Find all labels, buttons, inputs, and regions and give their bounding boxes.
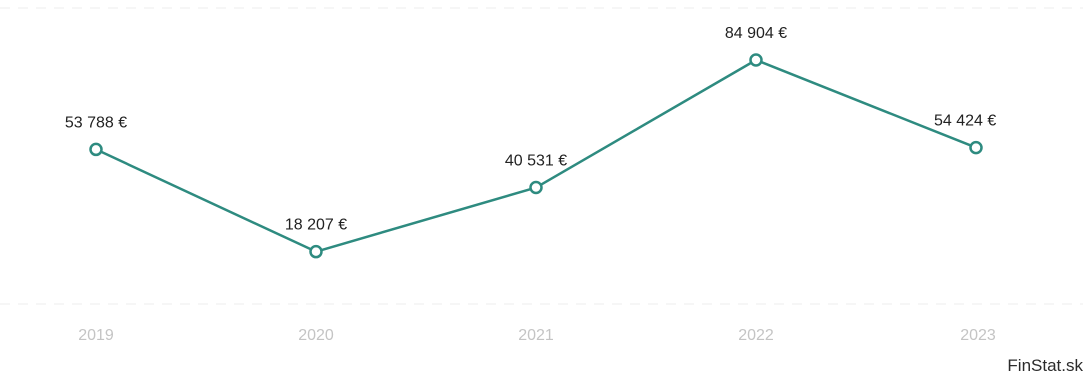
data-point-2021[interactable] — [529, 180, 543, 195]
data-point-2019[interactable] — [89, 142, 103, 157]
x-axis-ticks: 2019 2020 2021 2022 2023 — [78, 327, 996, 344]
data-label-2022: 84 904 € — [725, 25, 787, 42]
x-tick-2022: 2022 — [738, 327, 774, 344]
data-point-2020[interactable] — [309, 244, 323, 259]
grid — [0, 7, 1083, 305]
data-labels: 53 788 € 18 207 € 40 531 € 84 904 € 54 424 € — [65, 25, 997, 234]
data-point-2022[interactable] — [749, 53, 763, 67]
series — [89, 53, 983, 259]
data-point-2023[interactable] — [969, 140, 983, 155]
data-label-2020: 18 207 € — [285, 217, 347, 234]
x-tick-2023: 2023 — [960, 327, 996, 344]
data-label-2023: 54 424 € — [934, 113, 996, 130]
data-label-2019: 53 788 € — [65, 114, 127, 131]
x-tick-2020: 2020 — [298, 327, 334, 344]
source-watermark[interactable]: FinStat.sk — [1007, 356, 1083, 375]
data-label-2021: 40 531 € — [505, 153, 567, 170]
x-tick-2021: 2021 — [518, 327, 554, 344]
x-tick-2019: 2019 — [78, 327, 114, 344]
